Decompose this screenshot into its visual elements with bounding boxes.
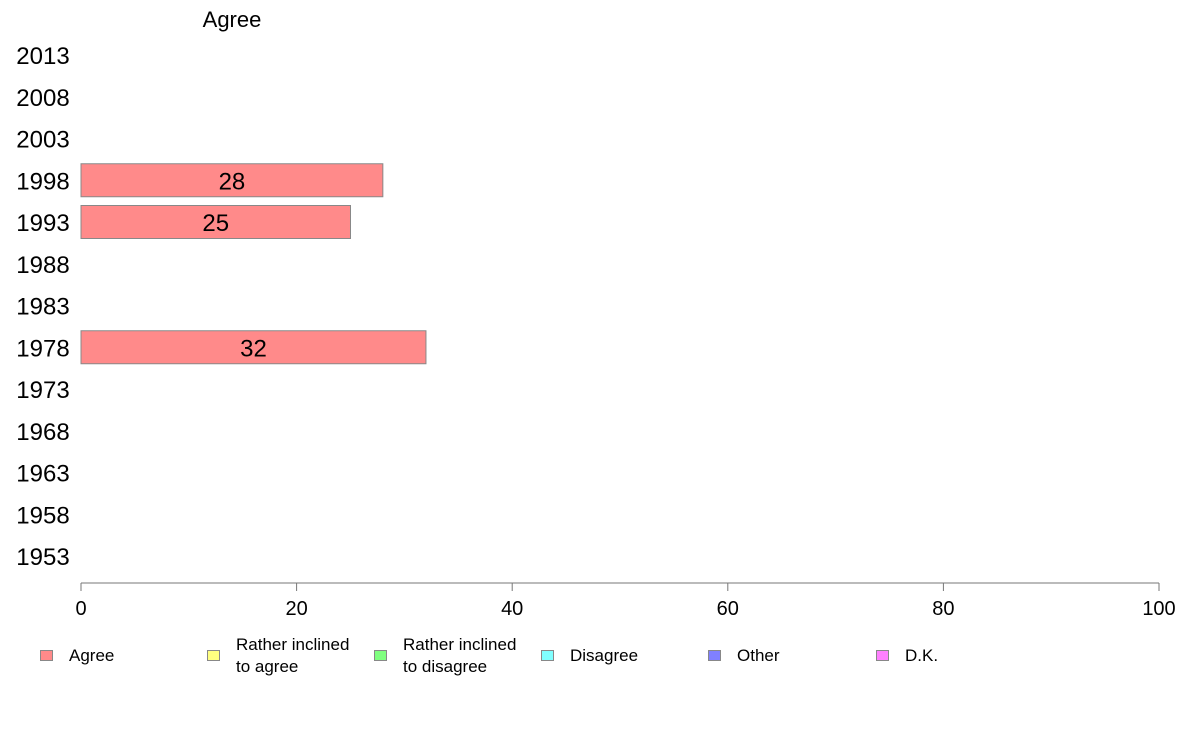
x-tick-label-100: 100	[1142, 598, 1175, 620]
data-label-1978: 32	[240, 335, 267, 362]
x-tick-label-60: 60	[717, 598, 739, 620]
legend-item-1: Rather inclined to agree	[207, 632, 349, 680]
legend-item-2: Rather inclined to disagree	[374, 632, 516, 680]
bar-1993	[80, 205, 351, 239]
legend-label: Disagree	[570, 646, 639, 665]
legend-label: Rather inclined to disagree	[403, 635, 517, 676]
legend-label: Rather inclined to agree	[236, 635, 350, 676]
legend-swatch	[541, 649, 554, 661]
bars: 28 25 32	[80, 163, 427, 365]
legend-label: Agree	[69, 646, 115, 665]
category-label-1978: 1978	[16, 335, 69, 362]
x-tick-label-40: 40	[501, 598, 523, 620]
legend-item-4: Other	[708, 632, 780, 680]
x-tick-label-80: 80	[932, 598, 954, 620]
category-label-2008: 2008	[16, 85, 69, 112]
category-label-1958: 1958	[16, 502, 69, 529]
category-label-1953: 1953	[16, 544, 69, 571]
bar-chart: Agree 2013 2008 2003 1998 1993 1988 1983 1978 19…	[16, 7, 1176, 620]
legend-swatch	[40, 649, 53, 661]
category-label-1968: 1968	[16, 419, 69, 446]
x-tick-label-20: 20	[285, 598, 307, 620]
data-label-1998: 28	[219, 168, 246, 195]
x-axis: 0 20 40 60 80 100	[75, 582, 1176, 620]
legend-swatch	[708, 649, 721, 661]
legend: Agree Rather inclined to agree Rather incl…	[0, 632, 1188, 692]
category-label-1963: 1963	[16, 461, 69, 488]
category-labels: 2013 2008 2003 1998 1993 1988 1983 1978 1973 1968…	[16, 43, 69, 571]
x-tick-label-0: 0	[75, 598, 86, 620]
legend-item-3: Disagree	[541, 632, 638, 680]
legend-swatch	[374, 649, 387, 661]
category-label-1998: 1998	[16, 168, 69, 195]
bar-1978	[80, 330, 427, 365]
data-label-1993: 25	[202, 210, 229, 237]
chart-column-title: Agree	[203, 7, 262, 32]
category-label-1988: 1988	[16, 252, 69, 279]
category-label-2013: 2013	[16, 43, 69, 70]
legend-swatch	[876, 649, 889, 661]
category-label-1973: 1973	[16, 377, 69, 404]
legend-swatch	[207, 649, 220, 661]
category-label-2003: 2003	[16, 127, 69, 154]
legend-item-5: D.K.	[876, 632, 938, 680]
bar-1998	[80, 163, 384, 198]
legend-label: Other	[737, 646, 780, 665]
legend-label: D.K.	[905, 646, 939, 665]
legend-item-0: Agree	[40, 632, 114, 680]
category-label-1993: 1993	[16, 210, 69, 237]
category-label-1983: 1983	[16, 294, 69, 321]
